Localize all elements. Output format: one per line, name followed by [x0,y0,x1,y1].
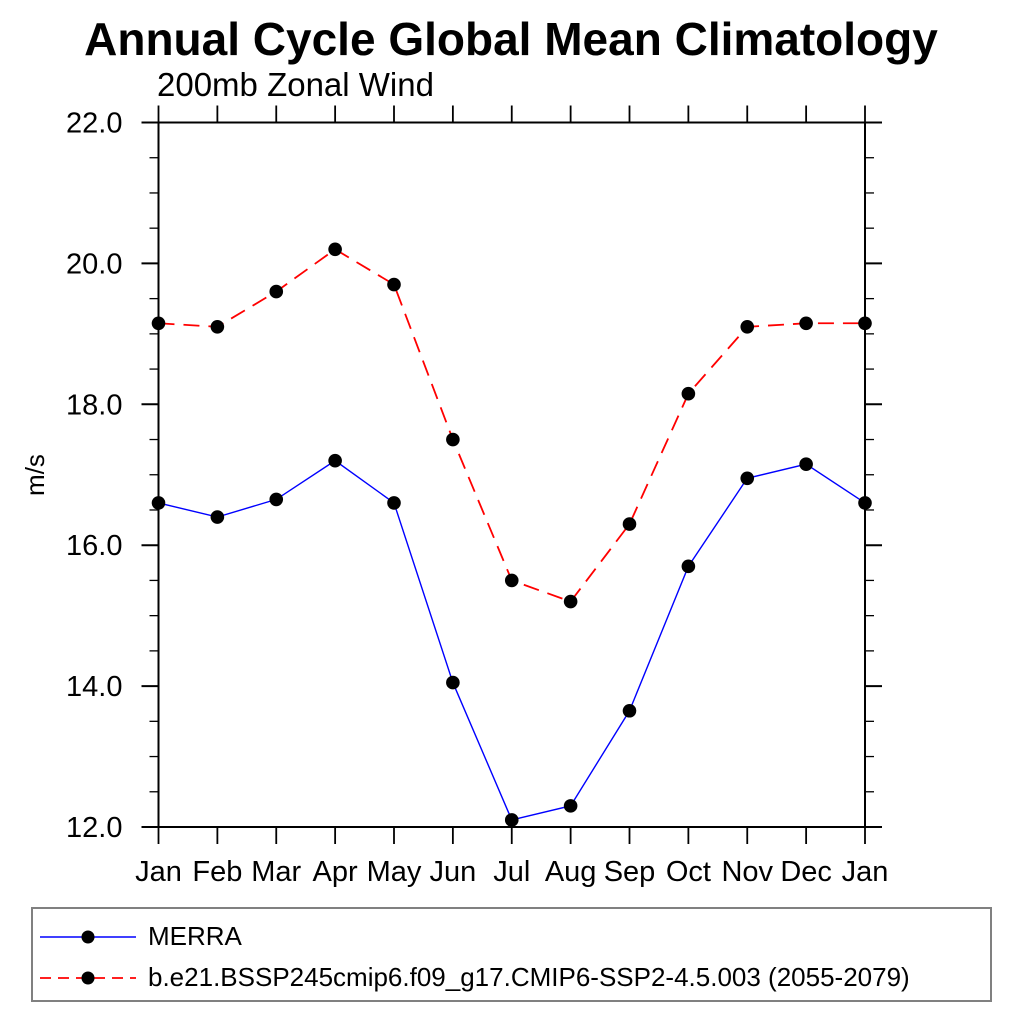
legend-item-merra: MERRA [38,916,990,957]
data-point-marker [563,799,578,813]
legend-symbol-merra [40,930,136,943]
data-point-marker [151,496,166,510]
y-tick-label: 20.0 [66,248,122,280]
data-point-marker [563,594,578,609]
data-point-marker [740,320,755,334]
data-point-marker [799,316,813,331]
data-point-marker [740,471,755,486]
x-tick-label: Mar [251,856,301,888]
series-line-0 [158,459,866,821]
data-point-marker [622,517,637,531]
x-tick-label: May [367,856,422,888]
series-line-1 [158,248,865,603]
chart-subtitle: 200mb Zonal Wind [157,66,434,103]
data-point-marker [446,675,460,690]
x-tick-label: Sep [604,856,656,888]
x-tick-label: Nov [721,856,773,888]
data-point-marker [269,284,284,299]
x-tick-label: Jul [493,856,530,888]
legend-label-model: b.e21.BSSP245cmip6.f09_g17.CMIP6-SSP2-4.… [148,962,910,992]
legend-symbol-model [40,971,136,984]
legend-item-model: b.e21.BSSP245cmip6.f09_g17.CMIP6-SSP2-4.… [38,957,990,998]
x-tick-label: Feb [192,856,242,888]
data-point-marker [504,573,519,588]
data-point-marker [328,242,342,257]
data-point-marker [151,316,166,331]
data-point-marker [387,277,401,292]
data-point-marker [446,432,460,447]
data-point-marker [210,320,225,334]
x-tick-label: Oct [666,856,711,888]
legend: MERRA b.e21.BSSP245cmip6.f09_g17.CMIP6-S… [31,907,992,1002]
x-tick-label: Jun [429,856,476,888]
y-tick-label: 12.0 [66,812,122,844]
data-point-marker [328,453,342,468]
y-tick-label: 16.0 [66,530,122,562]
data-point-marker [387,496,401,510]
data-point-marker [681,386,696,401]
data-point-marker [858,316,872,331]
plot-area: Jan Feb Mar Apr May Jun Jul Aug Sep Oct Nov Dec Jan 1… [66,105,889,888]
chart-svg: Annual Cycle Global Mean Climatology 200… [20,13,938,888]
x-tick-label: Dec [780,856,832,888]
y-tick-label: 18.0 [66,389,122,421]
y-tick-label: 22.0 [66,108,122,140]
legend-label-merra: MERRA [148,921,242,951]
data-point-marker [622,703,637,718]
x-tick-label: Jan [135,856,182,888]
x-tick-label: Apr [313,856,358,888]
legend-marker [81,930,95,943]
data-point-marker [681,559,696,574]
data-point-marker [210,510,225,524]
data-point-marker [504,813,519,827]
data-point-marker [858,496,872,510]
y-axis-title: m/s [20,454,50,496]
chart-title: Annual Cycle Global Mean Climatology [84,13,938,65]
x-tick-label: Aug [545,856,597,888]
data-point-marker [799,457,813,471]
data-point-marker [269,492,284,507]
y-tick-label: 14.0 [66,671,122,703]
legend-marker [81,971,95,984]
x-tick-label: Jan [842,856,889,888]
